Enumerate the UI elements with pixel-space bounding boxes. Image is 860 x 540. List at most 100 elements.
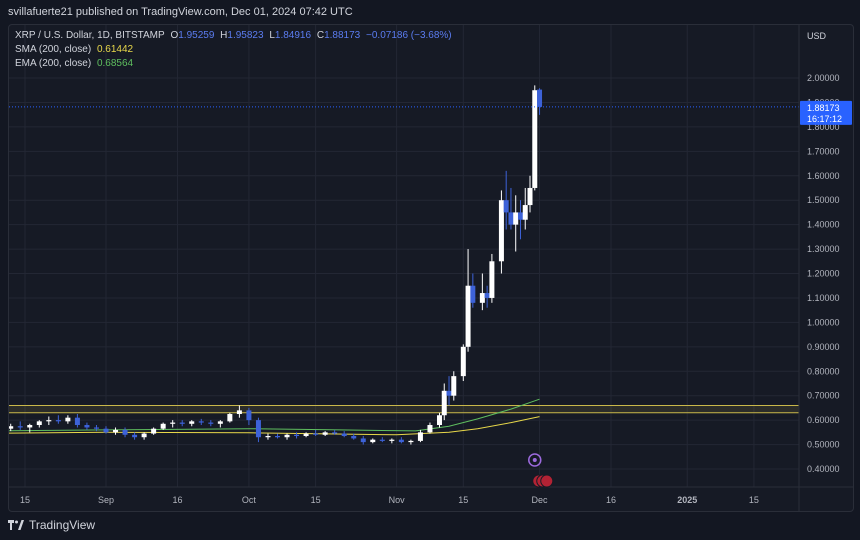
- legend-low-label: L: [269, 30, 275, 41]
- candle-body: [360, 438, 366, 443]
- y-tick-label: 0.90000: [807, 342, 840, 352]
- candle-body: [408, 440, 414, 443]
- legend-high-value: 1.95823: [227, 30, 264, 41]
- candle-body: [9, 426, 14, 429]
- sma-label: SMA (200, close): [15, 44, 92, 55]
- candle-body: [208, 422, 214, 424]
- candle-body: [465, 285, 471, 347]
- tradingview-logo-icon: [8, 520, 24, 530]
- footer-brand[interactable]: TradingView: [8, 518, 95, 532]
- event-star-icon[interactable]: [528, 453, 542, 467]
- y-tick-label: 1.50000: [807, 195, 840, 205]
- candle-body: [141, 433, 147, 438]
- candle-body: [470, 285, 476, 303]
- candle-body: [265, 436, 271, 438]
- candle-body: [332, 432, 338, 434]
- legend-open-value: 1.95259: [178, 30, 215, 41]
- candle-body: [313, 433, 319, 435]
- candle-body: [446, 390, 452, 396]
- candle-body: [427, 425, 433, 433]
- candle-body: [517, 212, 523, 220]
- candle-body: [275, 436, 281, 438]
- candle-body: [379, 439, 385, 441]
- candle-body: [103, 428, 109, 433]
- x-tick-label: Dec: [532, 495, 549, 505]
- y-tick-label: 1.40000: [807, 220, 840, 230]
- x-tick-label: 16: [606, 495, 616, 505]
- legend-ohlc: XRP / U.S. Dollar, 1D, BITSTAMP O1.95259…: [15, 30, 455, 41]
- x-tick-label: Nov: [389, 495, 406, 505]
- last-price-value: 1.88173: [807, 103, 840, 113]
- candle-body: [55, 420, 61, 422]
- last-price-tag: [800, 100, 852, 125]
- candle-body: [503, 200, 509, 213]
- candle-body: [527, 187, 533, 206]
- candle-body: [132, 434, 138, 438]
- candle-body: [370, 439, 376, 443]
- candle-body: [484, 293, 490, 298]
- legend-close-value: 1.88173: [324, 30, 361, 41]
- sma-value: 0.61442: [96, 44, 134, 55]
- candle-body: [113, 429, 119, 433]
- us-flag-icon[interactable]: [540, 474, 554, 488]
- x-tick-label: 15: [20, 495, 30, 505]
- legend-change: −0.07186 (−3.68%): [366, 30, 452, 41]
- ema-label: EMA (200, close): [15, 58, 92, 69]
- x-tick-label: Sep: [98, 495, 114, 505]
- x-tick-label: 15: [749, 495, 759, 505]
- y-tick-label: 1.30000: [807, 244, 840, 254]
- candle-body: [389, 439, 395, 441]
- candle-body: [460, 346, 466, 377]
- candle-body: [255, 420, 261, 438]
- candle-body: [508, 212, 514, 225]
- y-tick-label: 0.40000: [807, 464, 840, 474]
- candle-body: [74, 417, 80, 426]
- y-tick-label: 1.10000: [807, 293, 840, 303]
- candle-body: [537, 89, 543, 107]
- y-tick-label: 1.80000: [807, 122, 840, 132]
- candle-body: [198, 421, 204, 423]
- candle-body: [236, 410, 242, 415]
- candle-body: [341, 433, 347, 437]
- candle-body: [170, 422, 176, 424]
- candle-body: [322, 432, 328, 435]
- candle-body: [417, 432, 423, 441]
- candle-body: [122, 429, 128, 435]
- candle-body: [489, 261, 495, 298]
- y-tick-label: 1.20000: [807, 269, 840, 279]
- legend-high-label: H: [220, 30, 228, 41]
- candle-body: [532, 90, 538, 188]
- candle-body: [179, 422, 185, 424]
- candle-body: [65, 417, 71, 422]
- candle-body: [93, 427, 99, 429]
- x-tick-label: 2025: [677, 495, 697, 505]
- candle-body: [217, 421, 223, 424]
- candle-body: [227, 414, 233, 422]
- legend-sma[interactable]: SMA (200, close) 0.61442: [15, 44, 136, 55]
- legend-low-value: 1.84916: [274, 30, 312, 41]
- candle-body: [398, 439, 404, 443]
- top-bar: svillafuerte21 published on TradingView.…: [0, 0, 860, 24]
- price-chart[interactable]: USD 0.40000 0.50000 0.60000 0.70000 0.80000 0.…: [9, 25, 853, 511]
- candle-body: [36, 421, 42, 426]
- candle-body: [294, 434, 300, 437]
- candle-body: [84, 425, 90, 428]
- y-tick-label: 1.70000: [807, 146, 840, 156]
- candle-body: [498, 200, 504, 262]
- publish-info: svillafuerte21 published on TradingView.…: [8, 6, 353, 18]
- chart-panel[interactable]: USD 0.40000 0.50000 0.60000 0.70000 0.80000 0.…: [8, 24, 854, 512]
- y-tick-label: 0.60000: [807, 415, 840, 425]
- legend-ema[interactable]: EMA (200, close) 0.68564: [15, 58, 136, 69]
- candle-body: [513, 212, 519, 225]
- x-tick-label: Oct: [242, 495, 257, 505]
- candle-body: [441, 390, 447, 416]
- brand-name: TradingView: [29, 518, 96, 532]
- candle-body: [451, 376, 457, 396]
- candle-body: [27, 425, 33, 428]
- event-star-dot: [532, 458, 537, 462]
- y-tick-label: 1.00000: [807, 317, 840, 327]
- y-tick-label: 0.70000: [807, 391, 840, 401]
- x-tick-label: 16: [172, 495, 182, 505]
- candle-body: [46, 420, 52, 422]
- resistance-zone: [9, 405, 799, 413]
